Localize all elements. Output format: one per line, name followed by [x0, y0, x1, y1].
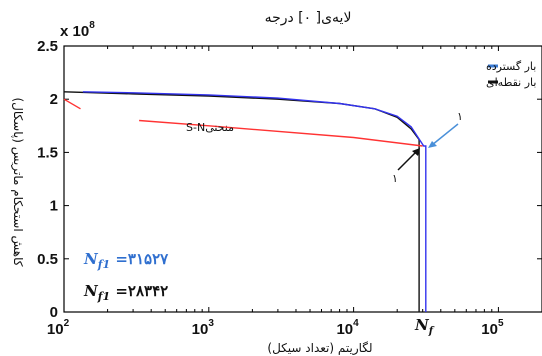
series-line-0 [82, 91, 427, 312]
y-multiplier: x 108 [60, 20, 95, 40]
nf-axis-symbol: N [414, 316, 430, 334]
series-line-2 [63, 98, 81, 110]
nf-blue-subscript: f1 [97, 258, 110, 271]
x-tick-label-1: 103 [192, 318, 215, 338]
y-tick-label-1: 0.5 [37, 251, 58, 268]
y-axis-title: کاهش استحکام ماتریس (پاسکال) [10, 97, 25, 266]
y-tick-label-5: 2.5 [37, 38, 58, 55]
nf-black-subscript: f1 [97, 290, 110, 303]
nf-black-annotation: Nf1 =۲۸۳۴۲ [83, 282, 168, 303]
nf-black-value: =۲۸۳۴۲ [110, 282, 168, 300]
y-tick-label-2: 1 [50, 198, 58, 215]
x-tick-label-0: 102 [47, 318, 70, 338]
y-tick-label-0: 0 [50, 304, 58, 321]
series-line-2-b [139, 119, 423, 147]
y-multiplier-exp: 8 [89, 20, 95, 31]
legend-label-distributed: بار گسترده [486, 60, 536, 73]
legend: بار گسترده بار نقطه‌ای [486, 60, 536, 89]
x-axis-title: لگاریتم (تعداد سیکل) [267, 341, 372, 356]
x-tick-label-3: 105 [481, 318, 504, 338]
chart-title: لایه‌ی[ ۰] درجه [265, 10, 352, 26]
y-multiplier-base: x 10 [60, 23, 89, 40]
y-axis-ticks: 0 0.5 1 1.5 2 2.5 [37, 38, 542, 321]
plot-area [63, 45, 542, 313]
marker-black-arrow [397, 151, 417, 171]
nf-blue-value: =۳۱۵۲۷ [110, 250, 169, 268]
y-tick-label-4: 2 [50, 91, 58, 108]
x-tick-label-2: 104 [336, 318, 359, 338]
marker-blue: ۱ [457, 110, 463, 123]
nf-blue-symbol: N [83, 250, 99, 268]
marker-black-arrowhead [412, 148, 420, 156]
nf-blue-annotation: Nf1 =۳۱۵۲۷ [83, 250, 169, 271]
sn-curve-label: منحنیS-N [186, 121, 234, 134]
nf-axis-label: Nf [414, 316, 435, 337]
marker-black: ۱ [392, 172, 398, 185]
series-group [63, 91, 427, 312]
nf-axis-subscript: f [428, 326, 435, 337]
series-line-1 [63, 91, 420, 312]
nf-black-symbol: N [83, 282, 99, 300]
x-axis-ticks: 102 103 104 105 [47, 46, 504, 338]
marker-blue-arrowhead [428, 141, 437, 148]
y-tick-label-3: 1.5 [37, 144, 58, 161]
marker-blue-arrow [431, 123, 459, 146]
legend-label-point: بار نقطه‌ای [486, 76, 536, 89]
